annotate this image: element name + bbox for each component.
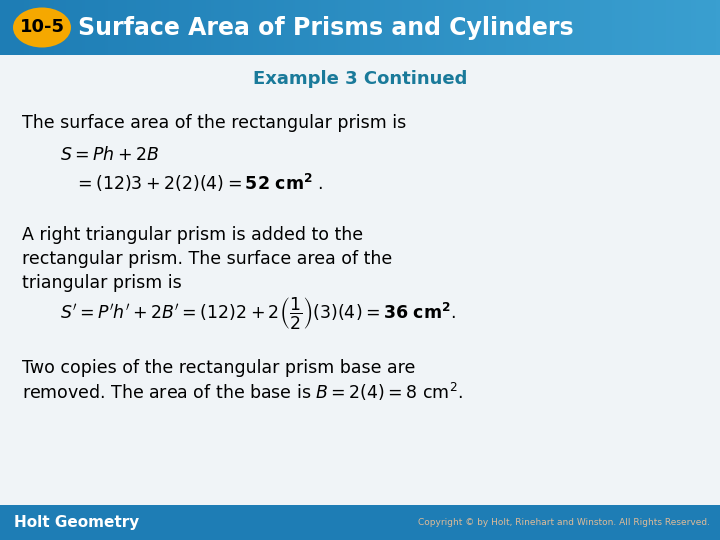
Text: Example 3 Continued: Example 3 Continued — [253, 70, 467, 88]
Text: 10-5: 10-5 — [19, 18, 65, 37]
Text: Copyright © by Holt, Rinehart and Winston. All Rights Reserved.: Copyright © by Holt, Rinehart and Winsto… — [418, 518, 710, 527]
Text: The surface area of the rectangular prism is: The surface area of the rectangular pris… — [22, 114, 406, 132]
Text: Holt Geometry: Holt Geometry — [14, 515, 139, 530]
Text: removed. The area of the base is $B = 2(4) = 8$ cm$^{2}$.: removed. The area of the base is $B = 2(… — [22, 381, 463, 403]
Text: Surface Area of Prisms and Cylinders: Surface Area of Prisms and Cylinders — [78, 16, 574, 39]
Bar — [0, 505, 720, 540]
Text: A right triangular prism is added to the: A right triangular prism is added to the — [22, 226, 363, 244]
Text: triangular prism is: triangular prism is — [22, 274, 181, 292]
Text: $S = Ph + 2B$: $S = Ph + 2B$ — [60, 146, 159, 164]
Text: $= (12)3 + 2(2)(4) = \mathbf{52}\ \mathbf{cm}^{\mathbf{2}}$ .: $= (12)3 + 2(2)(4) = \mathbf{52}\ \mathb… — [74, 172, 323, 194]
Text: Two copies of the rectangular prism base are: Two copies of the rectangular prism base… — [22, 359, 415, 377]
Text: $S' = P'h' + 2B' = (12)2 + 2\left(\dfrac{1}{2}\right)(3)(4) = \mathbf{36}\ \math: $S' = P'h' + 2B' = (12)2 + 2\left(\dfrac… — [60, 295, 456, 331]
Text: rectangular prism. The surface area of the: rectangular prism. The surface area of t… — [22, 250, 392, 268]
Ellipse shape — [13, 8, 71, 48]
Bar — [0, 55, 720, 505]
